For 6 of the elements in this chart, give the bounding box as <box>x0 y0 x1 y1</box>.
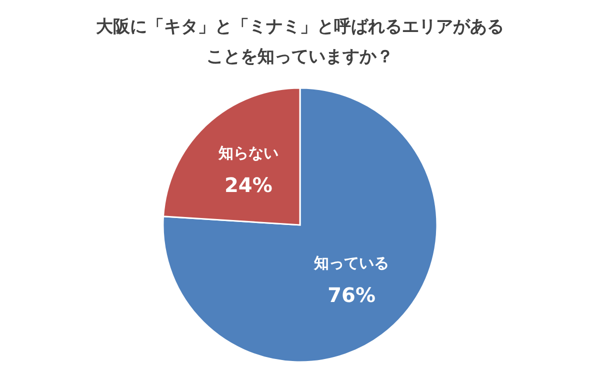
data-label: 76% <box>328 282 376 307</box>
data-label: 24% <box>224 173 272 198</box>
chart-title: 大阪に「キタ」と「ミナミ」と呼ばれるエリアがあることを知っていますか？ <box>96 17 504 67</box>
pie-slice <box>162 87 438 363</box>
slice-label: 知っている <box>313 254 390 272</box>
slice-label: 知らない <box>217 144 278 162</box>
